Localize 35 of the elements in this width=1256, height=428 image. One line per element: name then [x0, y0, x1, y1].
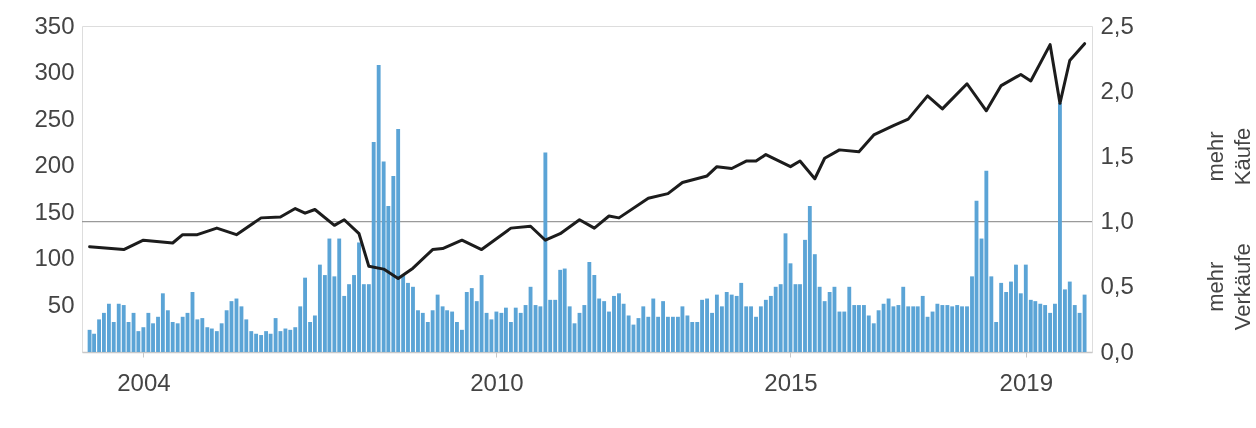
y-tick-label: 200 [34, 151, 75, 179]
text: mehr Käufe [1203, 127, 1255, 186]
y2-tick-label: 2,0 [1100, 76, 1134, 104]
bar [273, 318, 278, 352]
y-tick-label: 300 [34, 58, 75, 86]
bar [1082, 294, 1087, 352]
y2-tick-label: 1,5 [1100, 141, 1134, 169]
bar [641, 306, 646, 352]
y-tick-label: 100 [34, 244, 75, 272]
bar [984, 170, 989, 352]
bar [1033, 301, 1038, 352]
y2-tick-label: 0,5 [1100, 272, 1134, 300]
bar [739, 282, 744, 352]
x-tick-label: 2010 [470, 368, 524, 396]
y-tick-label: 150 [34, 197, 75, 225]
bar [680, 306, 685, 352]
text: mehr Verkäufe [1203, 243, 1255, 331]
y2-tick-label: 0,0 [1100, 337, 1134, 365]
bar [180, 316, 185, 352]
bar [886, 298, 891, 352]
y2-tick-label: 1,0 [1100, 207, 1134, 235]
bar [935, 303, 940, 352]
x-tick-label: 2015 [764, 368, 818, 396]
y-tick-label: 50 [47, 290, 75, 318]
y2-tick-label: 2,5 [1100, 11, 1134, 39]
y-tick-label: 250 [34, 104, 75, 132]
x-tick-label: 2019 [999, 368, 1053, 396]
bar [327, 238, 332, 352]
line-series [88, 42, 1087, 280]
y-tick-label: 350 [34, 11, 75, 39]
bar [87, 329, 92, 352]
bar [920, 295, 925, 352]
x-tick-label: 2004 [117, 368, 171, 396]
bar [445, 310, 450, 352]
bar [121, 305, 126, 352]
